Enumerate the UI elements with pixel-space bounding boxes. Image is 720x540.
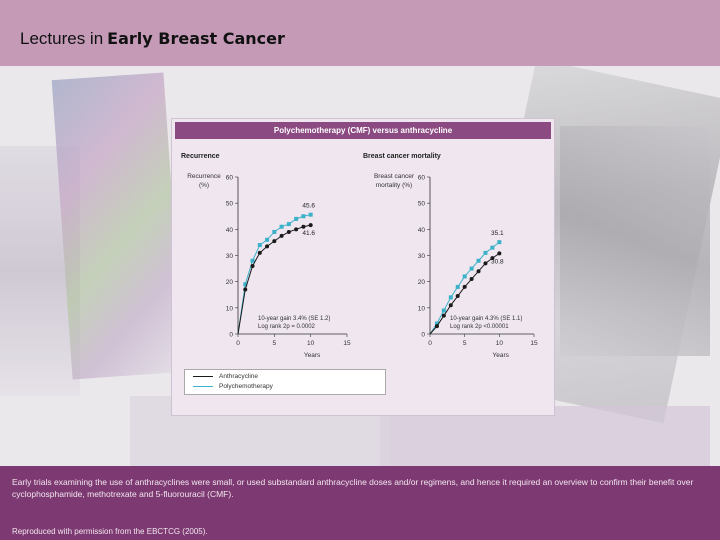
x-axis-label: Years [304,352,321,359]
data-point [257,250,262,255]
data-point [286,222,291,227]
data-point [441,313,446,318]
y-axis-label: mortality (%) [376,182,412,189]
data-point [250,258,255,263]
data-point [308,212,313,217]
stat-annotation: Log rank 2p = 0.0002 [258,324,316,330]
data-point [497,240,502,245]
page-title: Lectures in Early Breast Cancer [20,29,285,49]
data-point [434,324,439,329]
data-point [301,224,306,229]
legend-label: Anthracycline [219,373,259,380]
data-point [441,308,446,313]
data-point [483,250,488,255]
legend-item-anthracycline: Anthracycline [193,373,258,383]
data-point [490,256,495,261]
data-point [490,245,495,250]
data-point [294,216,299,221]
y-axis-label: (%) [199,182,209,189]
footer-credit: Reproduced with permission from the EBCT… [12,527,208,536]
panel-title: Recurrence [181,153,220,160]
data-point [483,261,488,266]
y-tick-label: 50 [226,201,234,208]
y-tick-label: 60 [418,175,426,182]
data-point [448,295,453,300]
data-point [455,294,460,299]
data-point [243,282,248,287]
data-point [476,258,481,263]
data-point [265,237,270,242]
stat-annotation: Log rank 2p <0.00001 [450,324,509,330]
data-point [294,227,299,232]
y-tick-label: 40 [226,227,234,234]
data-point [279,233,284,238]
y-tick-label: 0 [229,332,233,339]
data-point [265,244,270,249]
data-point [462,284,467,289]
background-photo [560,126,710,356]
y-tick-label: 50 [418,201,426,208]
x-tick-label: 0 [236,340,240,347]
data-point [279,224,284,229]
data-point [469,266,474,271]
x-tick-label: 5 [463,340,467,347]
legend-label: Polychemotherapy [219,383,273,390]
footer-description: Early trials examining the use of anthra… [12,477,694,499]
data-point [308,223,313,228]
x-tick-label: 10 [496,340,504,347]
x-axis-label: Years [493,352,510,359]
footer-bar: Early trials examining the use of anthra… [0,466,720,540]
x-tick-label: 10 [307,340,315,347]
legend-item-polychemotherapy: Polychemotherapy [193,383,273,393]
data-point [448,303,453,308]
background-photo [51,72,185,380]
data-point [301,214,306,219]
y-tick-label: 30 [226,253,234,260]
y-tick-label: 60 [226,175,234,182]
y-tick-label: 10 [418,305,426,312]
data-point [434,321,439,326]
y-tick-label: 0 [421,332,425,339]
y-tick-label: 40 [418,227,426,234]
stat-annotation: 10-year gain 3.4% (SE 1.2) [258,316,330,322]
title-bold: Early Breast Cancer [107,29,285,48]
data-label: 35.1 [491,230,504,237]
panel-title: Breast cancer mortality [363,153,441,160]
figure-title: Polychemotherapy (CMF) versus anthracycl… [175,122,551,139]
legend-swatch [193,385,213,387]
data-point [455,284,460,289]
legend-swatch [193,375,213,377]
data-point [257,243,262,248]
data-point [243,287,248,292]
data-point [250,263,255,268]
data-point [469,277,474,282]
y-tick-label: 10 [226,305,234,312]
data-point [497,251,502,256]
chart-figure: Polychemotherapy (CMF) versus anthracycl… [171,118,555,416]
x-tick-label: 15 [530,340,538,347]
title-prefix: Lectures in [20,29,104,48]
data-point [272,229,277,234]
y-axis-label: Breast cancer [374,173,415,180]
x-tick-label: 15 [343,340,351,347]
data-point [272,239,277,244]
data-point [462,274,467,279]
y-tick-label: 30 [418,253,426,260]
data-point [286,229,291,234]
stat-annotation: 10-year gain 4.3% (SE 1.1) [450,316,522,322]
background-photo [380,406,710,466]
data-label: 41.6 [302,230,315,237]
header-bar: Lectures in Early Breast Cancer [0,0,720,66]
chart-legend: Anthracycline Polychemotherapy [184,369,386,395]
data-label: 45.6 [302,203,315,210]
y-tick-label: 20 [418,279,426,286]
x-tick-label: 5 [273,340,277,347]
data-point [476,269,481,274]
y-tick-label: 20 [226,279,234,286]
data-label: 30.8 [491,258,504,265]
x-tick-label: 0 [428,340,432,347]
y-axis-label: Recurrence [187,173,221,180]
